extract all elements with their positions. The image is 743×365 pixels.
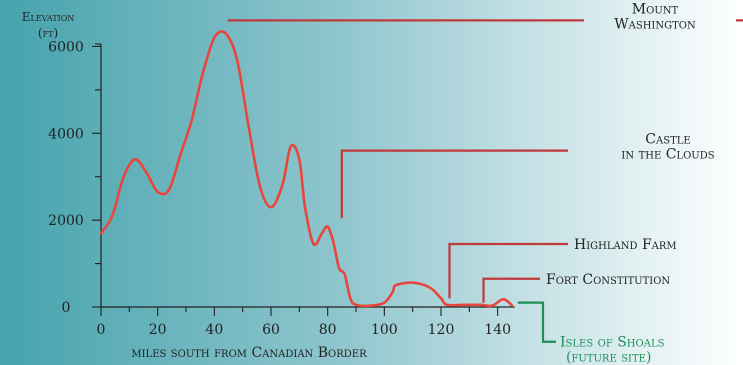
x-tick-label: 100 [371,322,398,338]
annotation-label: Fort Constitution [546,272,670,288]
x-axis-label: miles south from Canadian Border [131,345,367,361]
x-tick-label: 0 [97,322,106,338]
x-tick-label: 140 [484,322,511,338]
annotation-label: Castle [645,132,690,148]
annotation-label: Washington [614,16,696,32]
y-tick-label: 0 [62,300,71,316]
y-tick-label: 6000 [48,39,84,55]
y-axis-unit: (ft) [38,26,58,40]
annotation-leader [482,277,540,303]
x-tick-label: 80 [319,322,337,338]
axes: 0 2000 4000 6000 0 20 40 60 80 100 120 140 [48,39,515,338]
annotation: Highland Farm [448,237,677,299]
annotation: Isles of Shoals(future site) [517,301,665,365]
y-axis-label: Elevation [22,10,75,24]
annotation-label: Isles of Shoals [560,335,665,351]
elevation-line [99,30,514,308]
x-tick-label: 120 [428,322,455,338]
annotation: Fort Constitution [482,272,670,303]
x-tick-label: 20 [149,322,167,338]
annotation-label: in the Clouds [621,147,714,163]
annotation-leader [448,242,568,299]
x-tick-label: 40 [205,322,223,338]
annotation-leader [340,149,568,218]
x-tick-label: 60 [262,322,280,338]
y-tick-label: 2000 [48,213,84,229]
annotation-leader [517,301,556,343]
annotation-label: (future site) [566,350,651,365]
annotation-label: Highland Farm [574,237,677,253]
annotation-label: Mount [632,1,679,17]
y-tick-label: 4000 [48,126,84,142]
